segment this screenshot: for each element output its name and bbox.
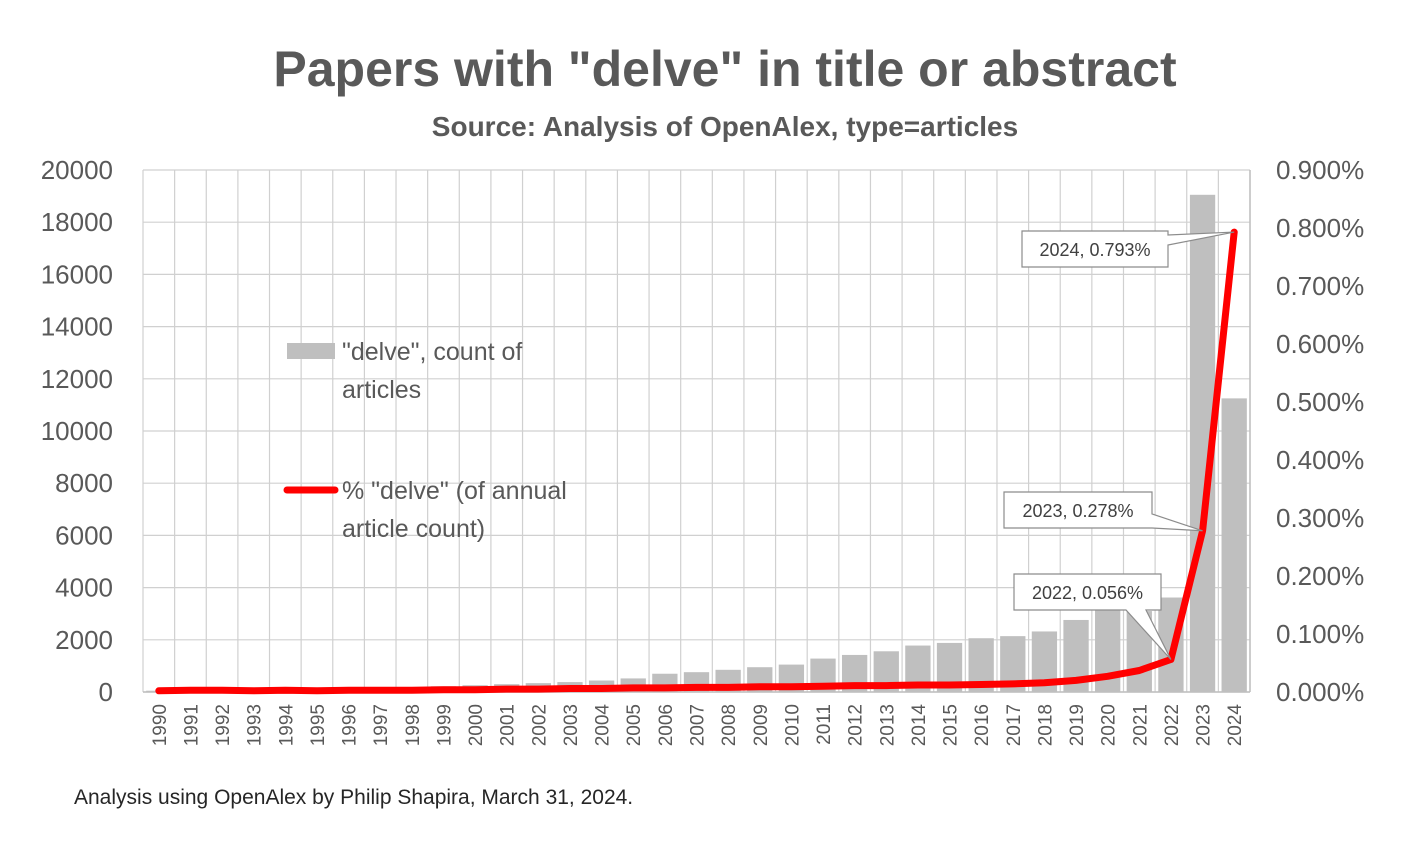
x-tick-label: 2017	[1004, 704, 1025, 746]
line-series	[155, 228, 1238, 695]
y-left-tick-label: 4000	[55, 573, 113, 603]
x-tick-label: 2020	[1099, 704, 1120, 746]
x-tick-label: 1992	[213, 704, 234, 746]
x-tick-label: 2023	[1194, 704, 1215, 746]
y-left-tick-label: 10000	[41, 416, 113, 446]
x-tick-label: 2015	[941, 704, 962, 746]
annotations: 2022, 0.056% 2023, 0.278% 2024, 0.793%	[1003, 230, 1235, 660]
legend-bar-swatch	[287, 343, 335, 359]
x-tick-label: 2010	[782, 704, 803, 746]
bar	[1221, 398, 1247, 692]
callout-box	[1021, 230, 1235, 268]
x-tick-label: 2000	[466, 704, 487, 746]
x-tick-label: 2005	[624, 704, 645, 746]
legend-line-label: article count)	[342, 515, 485, 543]
y-left-tick-label: 20000	[41, 155, 113, 185]
x-tick-label: 2011	[814, 704, 835, 745]
x-tick-label: 1998	[403, 704, 424, 746]
line-series-path	[155, 228, 1238, 695]
data-callout: 2022, 0.056%	[1013, 573, 1172, 660]
y-right-tick-label: 0.400%	[1276, 445, 1364, 475]
footnote: Analysis using OpenAlex by Philip Shapir…	[74, 786, 634, 809]
x-tick-label: 1995	[308, 704, 329, 746]
x-tick-label: 2009	[751, 704, 772, 746]
y-right-tick-label: 0.200%	[1276, 561, 1364, 591]
data-callout: 2024, 0.793%	[1021, 230, 1235, 268]
x-tick-label: 2013	[877, 704, 898, 746]
x-tick-label: 2003	[561, 704, 582, 746]
x-tick-label: 2019	[1067, 704, 1088, 746]
x-tick-label: 2004	[593, 704, 614, 747]
y-right-tick-label: 0.500%	[1276, 387, 1364, 417]
x-tick-label: 1991	[181, 704, 202, 746]
x-tick-label: 1990	[150, 704, 171, 746]
chart-subtitle: Source: Analysis of OpenAlex, type=artic…	[432, 111, 1018, 142]
y-left-tick-label: 8000	[55, 468, 113, 498]
x-tick-label: 2016	[972, 704, 993, 746]
x-tick-label: 2024	[1225, 704, 1246, 747]
callout-box	[1013, 573, 1172, 660]
x-tick-label: 1999	[434, 704, 455, 746]
callout-box	[1003, 491, 1203, 532]
chart-title: Papers with "delve" in title or abstract	[273, 41, 1177, 97]
legend: "delve", count of articles % "delve" (of a…	[283, 338, 567, 543]
y-left-tick-label: 16000	[41, 259, 113, 289]
axes: 0 2000 4000 6000 8000 10000 12000 14000 16000 180…	[41, 155, 1365, 746]
x-tick-label: 2001	[498, 704, 519, 746]
callout-label: 2023, 0.278%	[1022, 501, 1133, 521]
y-left-tick-label: 18000	[41, 207, 113, 237]
y-right-tick-label: 0.300%	[1276, 503, 1364, 533]
data-callout: 2023, 0.278%	[1003, 491, 1203, 532]
legend-bar-label: articles	[342, 376, 421, 404]
y-right-tick-label: 0.700%	[1276, 271, 1364, 301]
y-left-tick-label: 6000	[55, 520, 113, 550]
x-tick-label: 2002	[529, 704, 550, 746]
x-tick-label: 2018	[1035, 704, 1056, 746]
callout-label: 2022, 0.056%	[1032, 583, 1143, 603]
y-left-tick-label: 0	[99, 677, 113, 707]
y-right-tick-label: 0.900%	[1276, 155, 1364, 185]
callout-label: 2024, 0.793%	[1039, 240, 1150, 260]
y-left-tick-label: 12000	[41, 364, 113, 394]
x-tick-label: 1993	[245, 704, 266, 746]
y-left-tick-label: 2000	[55, 625, 113, 655]
legend-line-label: % "delve" (of annual	[342, 477, 567, 505]
y-right-tick-label: 0.800%	[1276, 213, 1364, 243]
x-tick-label: 2007	[688, 704, 709, 746]
y-right-tick-label: 0.100%	[1276, 619, 1364, 649]
x-tick-label: 1996	[340, 704, 361, 746]
x-tick-label: 1997	[371, 704, 392, 746]
bar-series	[146, 194, 1247, 693]
x-tick-label: 2008	[719, 704, 740, 746]
x-tick-label: 2022	[1162, 704, 1183, 746]
x-tick-label: 1994	[276, 704, 297, 747]
y-right-tick-label: 0.000%	[1276, 677, 1364, 707]
legend-bar-label: "delve", count of	[342, 338, 522, 366]
y-right-tick-label: 0.600%	[1276, 329, 1364, 359]
x-tick-label: 2012	[846, 704, 867, 746]
y-left-tick-label: 14000	[41, 312, 113, 342]
x-tick-label: 2021	[1130, 704, 1151, 746]
x-tick-label: 2014	[909, 704, 930, 747]
x-tick-label: 2006	[656, 704, 677, 746]
